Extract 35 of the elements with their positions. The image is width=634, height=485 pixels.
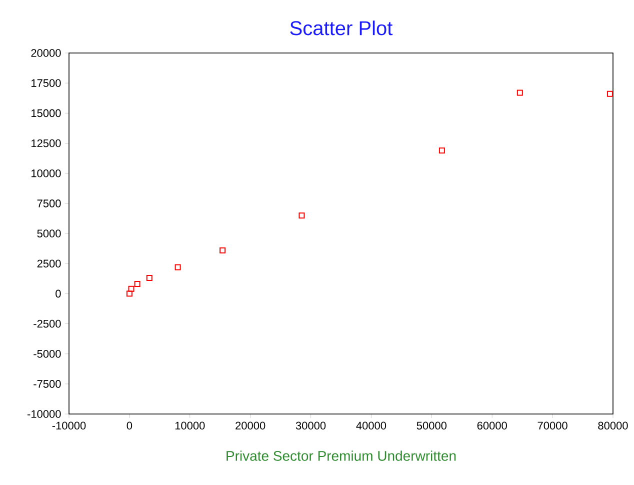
- point: [298, 212, 305, 218]
- point: [134, 281, 140, 288]
- x-axis-title: Private Sector Premium Underwritten: [226, 450, 456, 461]
- y-tick-label: -7500: [34, 380, 61, 388]
- x-tick-label: 50000: [416, 422, 447, 430]
- x-tick-label: 0: [126, 422, 132, 430]
- x-tick-label: 70000: [538, 422, 568, 430]
- x-tick-label: 40000: [356, 422, 386, 430]
- y-tick-label: 2500: [37, 260, 61, 268]
- y-tick-label: 5000: [37, 230, 61, 238]
- y-tick-label: 17500: [32, 79, 61, 87]
- point: [146, 275, 152, 282]
- x-tick-label: 60000: [477, 422, 507, 430]
- y-tick-label: 0: [56, 290, 61, 298]
- x-tick-label: 30000: [296, 422, 326, 430]
- y-tick-label: 10000: [32, 169, 61, 178]
- chart-title: Scatter Plot: [290, 20, 393, 36]
- y-tick-label: 20000: [31, 49, 61, 57]
- point: [606, 90, 613, 97]
- y-tick-label: -10000: [28, 410, 61, 418]
- y-tick-label: 7500: [37, 200, 61, 208]
- y-tick-label: 15000: [32, 109, 61, 118]
- y-tick-label: -5000: [34, 350, 61, 358]
- y-tick-label: -2500: [34, 320, 61, 328]
- point: [220, 247, 226, 254]
- x-tick-label: -10000: [52, 422, 86, 430]
- point: [128, 286, 134, 292]
- point: [174, 264, 181, 270]
- point: [516, 90, 523, 96]
- point: [126, 290, 132, 297]
- y-tick-label: 12500: [32, 139, 61, 148]
- x-tick-label: 10000: [175, 422, 205, 430]
- x-tick-label: 80000: [598, 422, 628, 430]
- point: [438, 147, 445, 154]
- x-tick-label: 20000: [236, 422, 266, 430]
